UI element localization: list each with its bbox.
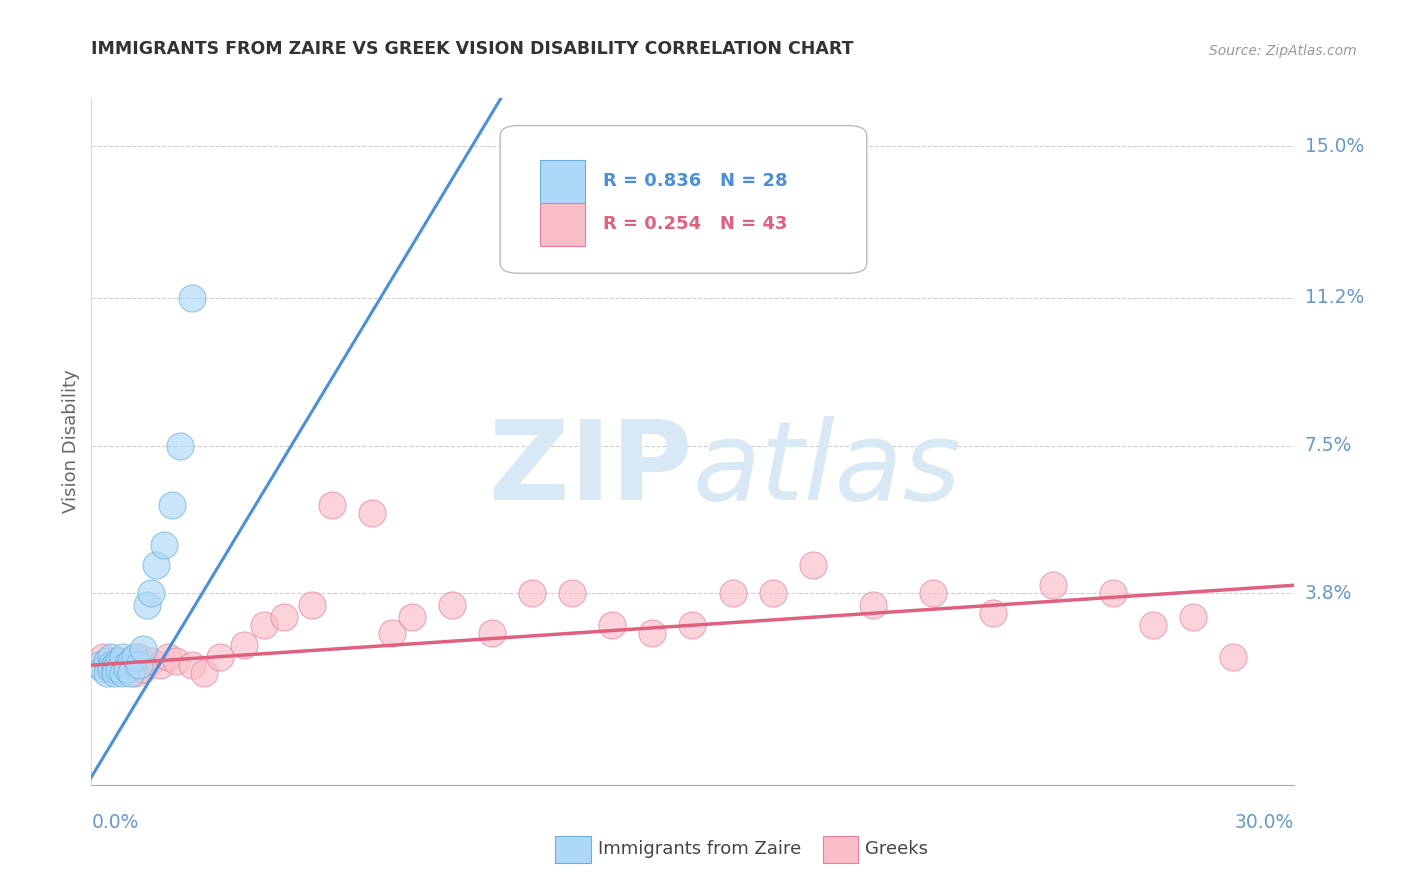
Point [193, 666, 215, 681]
Point [208, 650, 231, 665]
Point [862, 599, 884, 613]
Text: 7.5%: 7.5% [1305, 436, 1353, 455]
Point [100, 650, 122, 665]
Point [117, 654, 139, 668]
Text: 3.8%: 3.8% [1305, 583, 1353, 603]
Point [273, 610, 295, 624]
Point [165, 654, 187, 668]
Point [681, 618, 703, 632]
Text: R = 0.836   N = 28: R = 0.836 N = 28 [603, 172, 789, 190]
Point [301, 599, 323, 613]
FancyBboxPatch shape [501, 126, 866, 273]
Point [132, 642, 155, 657]
Point [100, 662, 122, 676]
Point [381, 626, 404, 640]
Text: R = 0.254   N = 43: R = 0.254 N = 43 [603, 216, 787, 234]
Point [145, 558, 167, 573]
FancyBboxPatch shape [540, 160, 585, 202]
Point [180, 291, 202, 305]
Point [180, 658, 202, 673]
Point [253, 618, 276, 632]
Point [1222, 650, 1244, 665]
Point [128, 650, 150, 665]
Text: 11.2%: 11.2% [1305, 288, 1364, 307]
Point [112, 666, 135, 681]
Point [148, 658, 170, 673]
Point [93, 650, 115, 665]
Point [108, 662, 131, 676]
Point [93, 662, 115, 676]
Y-axis label: Vision Disability: Vision Disability [62, 369, 80, 514]
Point [440, 599, 463, 613]
Point [360, 507, 382, 521]
Point [112, 650, 135, 665]
Point [156, 650, 179, 665]
Point [169, 438, 191, 452]
Point [232, 638, 254, 652]
Text: Greeks: Greeks [865, 840, 928, 858]
Point [108, 658, 131, 673]
Text: atlas: atlas [692, 416, 962, 523]
Point [481, 626, 503, 640]
Point [321, 499, 343, 513]
Point [100, 658, 122, 673]
Point [104, 666, 127, 681]
Point [104, 654, 127, 668]
Point [108, 654, 131, 668]
Point [141, 654, 163, 668]
Point [124, 666, 146, 681]
Point [132, 662, 155, 676]
Point [117, 662, 139, 676]
Point [401, 610, 423, 624]
Point [721, 586, 744, 600]
Point [104, 662, 127, 676]
Text: IMMIGRANTS FROM ZAIRE VS GREEK VISION DISABILITY CORRELATION CHART: IMMIGRANTS FROM ZAIRE VS GREEK VISION DI… [91, 40, 853, 58]
Point [121, 654, 143, 668]
Point [981, 607, 1004, 621]
Point [561, 586, 583, 600]
Point [124, 650, 146, 665]
Point [96, 654, 118, 668]
Point [121, 658, 143, 673]
Text: Source: ZipAtlas.com: Source: ZipAtlas.com [1209, 44, 1357, 58]
Point [117, 658, 139, 673]
Point [602, 618, 624, 632]
Point [152, 538, 174, 552]
Point [1102, 586, 1125, 600]
Point [922, 586, 945, 600]
Point [160, 499, 183, 513]
Point [128, 658, 150, 673]
Text: ZIP: ZIP [489, 416, 692, 523]
Point [801, 558, 824, 573]
Point [112, 662, 135, 676]
Point [104, 658, 127, 673]
Point [136, 599, 159, 613]
Point [762, 586, 785, 600]
Point [522, 586, 544, 600]
Point [89, 658, 111, 673]
Text: 30.0%: 30.0% [1234, 813, 1294, 831]
Point [641, 626, 664, 640]
Point [1182, 610, 1205, 624]
Point [1042, 578, 1064, 592]
Point [96, 666, 118, 681]
FancyBboxPatch shape [540, 203, 585, 246]
Point [141, 586, 163, 600]
Point [121, 666, 143, 681]
Text: Immigrants from Zaire: Immigrants from Zaire [598, 840, 801, 858]
Point [100, 658, 122, 673]
Text: 15.0%: 15.0% [1305, 136, 1364, 155]
Point [1142, 618, 1164, 632]
Text: 0.0%: 0.0% [91, 813, 139, 831]
